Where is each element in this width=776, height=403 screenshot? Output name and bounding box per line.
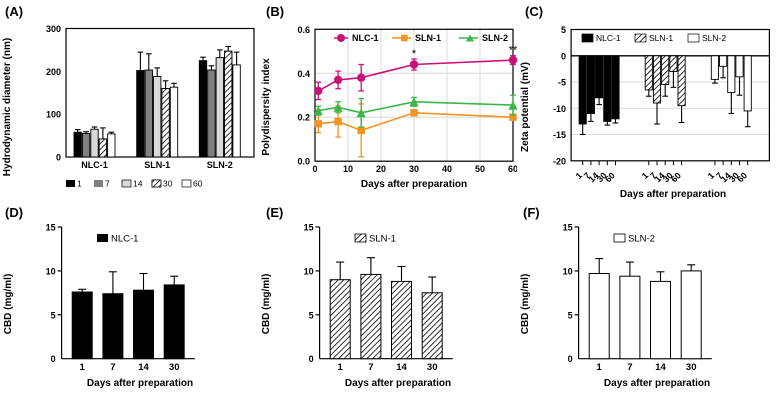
svg-text:0: 0 <box>568 354 573 364</box>
svg-text:300: 300 <box>46 24 61 34</box>
svg-text:60: 60 <box>193 179 203 189</box>
svg-text:1: 1 <box>338 362 344 373</box>
svg-text:SLN-2: SLN-2 <box>702 33 726 43</box>
svg-text:14: 14 <box>133 179 143 189</box>
svg-text:10: 10 <box>46 266 56 276</box>
svg-text:15: 15 <box>46 223 56 233</box>
svg-text:30: 30 <box>169 362 180 373</box>
svg-text:-10: -10 <box>553 104 566 114</box>
svg-text:SLN-2: SLN-2 <box>628 234 655 245</box>
svg-text:10: 10 <box>343 164 353 174</box>
svg-text:Days after preparation: Days after preparation <box>361 179 467 190</box>
svg-text:30: 30 <box>427 362 438 373</box>
svg-text:14: 14 <box>396 362 407 373</box>
svg-text:0.2: 0.2 <box>297 113 310 123</box>
svg-text:SLN-2: SLN-2 <box>482 33 508 43</box>
svg-text:0: 0 <box>561 51 566 61</box>
svg-text:40: 40 <box>442 164 452 174</box>
svg-text:0: 0 <box>309 354 314 364</box>
svg-text:0: 0 <box>56 153 61 163</box>
svg-text:Polydispersity index: Polydispersity index <box>261 58 272 156</box>
svg-text:5: 5 <box>561 25 566 35</box>
svg-text:SLN-1: SLN-1 <box>144 160 170 170</box>
svg-text:10: 10 <box>563 266 573 276</box>
svg-text:0: 0 <box>51 354 56 364</box>
svg-text:7: 7 <box>110 362 115 373</box>
svg-text:7: 7 <box>368 362 373 373</box>
svg-text:100: 100 <box>46 110 61 120</box>
svg-text:10: 10 <box>304 266 314 276</box>
svg-text:CBD (mg/ml): CBD (mg/ml) <box>261 274 272 335</box>
svg-text:60: 60 <box>603 170 617 184</box>
svg-text:15: 15 <box>563 223 573 233</box>
svg-text:Days after preparation: Days after preparation <box>620 189 726 200</box>
svg-text:1: 1 <box>77 179 82 189</box>
svg-text:**: ** <box>509 45 517 57</box>
svg-text:SLN-1: SLN-1 <box>649 33 673 43</box>
svg-text:Zeta potential (mV): Zeta potential (mV) <box>520 62 531 152</box>
svg-text:7: 7 <box>105 179 110 189</box>
svg-text:0.6: 0.6 <box>297 25 310 35</box>
svg-text:-15: -15 <box>553 130 566 140</box>
svg-text:20: 20 <box>376 164 386 174</box>
svg-text:NLC-1: NLC-1 <box>596 33 621 43</box>
svg-text:NLC-1: NLC-1 <box>111 234 138 245</box>
svg-text:200: 200 <box>46 67 61 77</box>
svg-text:CBD (mg/ml): CBD (mg/ml) <box>3 274 14 335</box>
svg-text:5: 5 <box>568 310 573 320</box>
svg-text:Days after preparation: Days after preparation <box>87 378 193 389</box>
svg-text:50: 50 <box>475 164 485 174</box>
svg-text:1: 1 <box>597 362 603 373</box>
svg-text:SLN-1: SLN-1 <box>415 33 441 43</box>
svg-text:Hydrodynamic diameter (nm): Hydrodynamic diameter (nm) <box>2 38 13 176</box>
svg-text:*: * <box>412 48 417 60</box>
svg-text:0.0: 0.0 <box>297 157 310 167</box>
svg-text:-5: -5 <box>558 78 566 88</box>
svg-text:1: 1 <box>80 362 86 373</box>
svg-text:-20: -20 <box>553 156 566 166</box>
svg-text:NLC-1: NLC-1 <box>352 33 379 43</box>
svg-text:14: 14 <box>138 362 149 373</box>
svg-text:60: 60 <box>669 170 683 184</box>
svg-text:0.4: 0.4 <box>297 69 310 79</box>
svg-text:SLN-1: SLN-1 <box>369 234 396 245</box>
svg-text:5: 5 <box>51 310 56 320</box>
svg-text:NLC-1: NLC-1 <box>81 160 108 170</box>
svg-text:30: 30 <box>686 362 697 373</box>
svg-text:60: 60 <box>508 164 517 174</box>
svg-text:15: 15 <box>304 223 314 233</box>
svg-text:14: 14 <box>655 362 666 373</box>
svg-text:7: 7 <box>627 362 632 373</box>
svg-text:SLN-2: SLN-2 <box>207 160 233 170</box>
svg-text:Days after preparation: Days after preparation <box>604 378 710 389</box>
svg-text:0: 0 <box>312 164 317 174</box>
svg-text:30: 30 <box>409 164 419 174</box>
svg-text:60: 60 <box>735 170 749 184</box>
svg-text:CBD (mg/ml): CBD (mg/ml) <box>520 274 531 335</box>
svg-text:Days after preparation: Days after preparation <box>345 378 451 389</box>
svg-text:5: 5 <box>309 310 314 320</box>
svg-text:30: 30 <box>163 179 173 189</box>
